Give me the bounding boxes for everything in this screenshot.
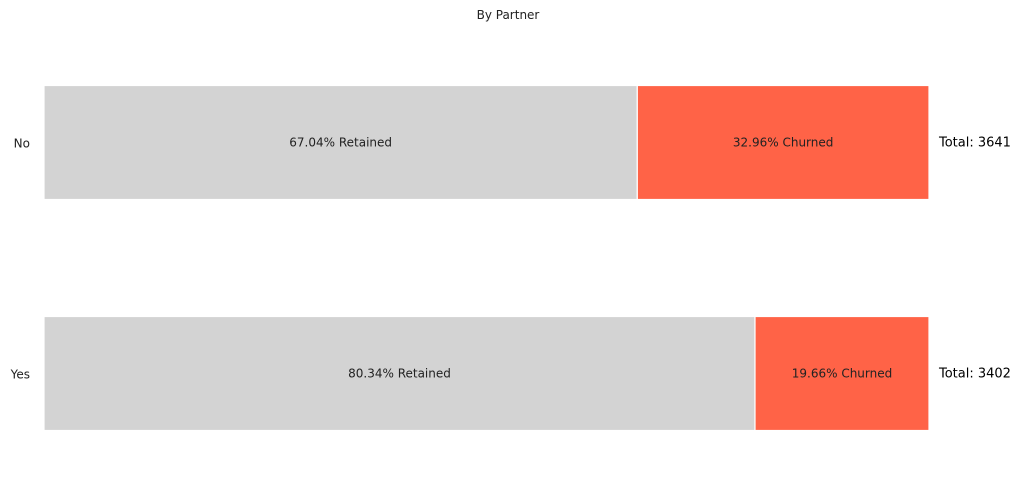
bar-churned-no: [636, 84, 930, 201]
data-label-retained-yes: 80.34% Retained: [348, 367, 451, 381]
category-label-yes: Yes: [10, 368, 30, 382]
category-label-no: No: [14, 137, 30, 151]
data-label-churned-yes: 19.66% Churned: [792, 367, 893, 381]
bar-retained-yes: [43, 315, 756, 432]
chart-title: By Partner: [477, 8, 540, 22]
total-label-no: Total: 3641: [938, 136, 1011, 151]
bars-group: No 67.04% Retained 32.96% Churned Total: 36…: [10, 84, 1011, 432]
bar-retained-no: [43, 84, 638, 201]
data-label-churned-no: 32.96% Churned: [733, 136, 834, 150]
data-label-retained-no: 67.04% Retained: [289, 136, 392, 150]
total-label-yes: Total: 3402: [938, 367, 1011, 382]
bar-churned-yes: [754, 315, 930, 432]
